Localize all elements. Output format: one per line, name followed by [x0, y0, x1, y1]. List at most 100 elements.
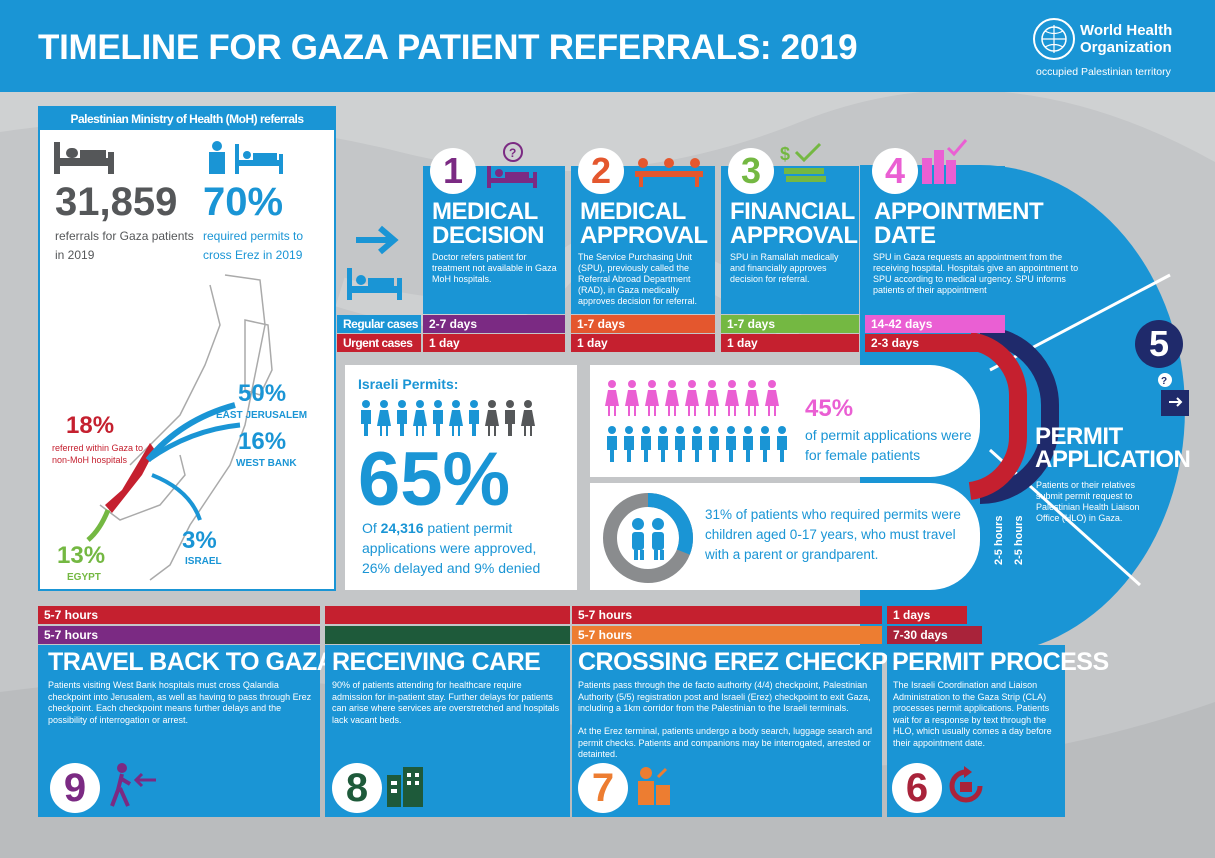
female-person-icon: [765, 380, 779, 416]
step-5-title-line1: PERMIT: [1035, 423, 1123, 450]
female-person-icon: [745, 380, 759, 416]
female-percent: 45%: [805, 395, 854, 422]
step-2-title-line1: MEDICAL: [580, 198, 686, 225]
step-6-title: PERMIT PROCESS: [892, 648, 1109, 676]
referrals-caption: referrals for Gaza patients in 2019: [55, 229, 194, 262]
person-icon: [361, 400, 371, 436]
female-text: of permit applications were for female p…: [805, 427, 972, 463]
person-icon: [485, 400, 499, 436]
step-9-urgent-time: 5-7 hours: [38, 606, 320, 624]
step-4-regular-time: 14-42 days: [865, 315, 1005, 333]
permits-total: 24,316: [380, 520, 424, 536]
step-4-number: 4: [872, 148, 918, 194]
male-person-icon: [675, 426, 685, 462]
male-person-icon: [624, 426, 634, 462]
checkpoint-officer-icon: [638, 767, 670, 805]
regular-cases-label: Regular cases: [337, 315, 421, 333]
west-bank-percent: 16%: [238, 428, 287, 455]
female-person-icon: [645, 380, 659, 416]
step-7-regular-time: 5-7 hours: [572, 626, 882, 644]
step-7-number: 7: [578, 763, 628, 813]
moh-referrals-panel: [38, 106, 336, 591]
referrals-count: 31,859: [55, 180, 178, 224]
money-check-icon: $: [780, 142, 826, 182]
step-7-urgent-time: 5-7 hours: [572, 606, 882, 624]
doctor-patient-icon: [209, 141, 283, 174]
step-7-description-2: At the Erez terminal, patients undergo a…: [578, 726, 873, 759]
step-6-number: 6: [892, 763, 942, 813]
person-icon: [521, 400, 535, 436]
step-3-number: 3: [728, 148, 774, 194]
step-2-description: The Service Purchasing Unit (SPU), previ…: [578, 252, 698, 306]
male-person-icon: [726, 426, 736, 462]
calendar-check-icon: [922, 139, 968, 184]
children-text: 31% of patients who required permits wer…: [705, 507, 961, 562]
permits-people-icon-row: [361, 400, 535, 436]
step-5-title-line2: APPLICATION: [1035, 446, 1191, 473]
urgent-cases-label: Urgent cases: [337, 334, 421, 352]
permits-approved-text: Of 24,316 patient permit applications we…: [362, 518, 567, 578]
male-person-icon: [692, 426, 702, 462]
who-globe-logo-icon: [1033, 18, 1075, 60]
person-icon: [397, 400, 407, 436]
hospital-bed-icon: [54, 142, 114, 174]
male-person-icon: [760, 426, 770, 462]
female-person-icon: [625, 380, 639, 416]
male-person-icon: [658, 426, 668, 462]
step-3-title-line1: FINANCIAL: [730, 198, 855, 225]
step-7-title: CROSSING EREZ CHECKPOINT: [578, 648, 946, 676]
step-8-number: 8: [332, 763, 382, 813]
within-gaza-percent: 18%: [66, 412, 115, 439]
walking-person-arrow-icon: [110, 763, 156, 807]
svg-text:?: ?: [509, 146, 516, 160]
step-3-urgent-time: 1 day: [721, 334, 859, 352]
step-1-title-line1: MEDICAL: [432, 198, 538, 225]
arrow-right-icon: [356, 225, 399, 255]
step-8-regular-bar: [325, 626, 570, 644]
permits-text-pre: Of: [362, 520, 377, 536]
permits-required-caption: required permits to cross Erez in 2019: [203, 229, 304, 262]
step-8-title: RECEIVING CARE: [332, 648, 541, 676]
step-8-urgent-bar: [325, 606, 570, 624]
step-2-regular-time: 1-7 days: [571, 315, 715, 333]
step-6-description: The Israeli Coordination and Liaison Adm…: [893, 680, 1052, 748]
step-1-title-line2: DECISION: [432, 222, 545, 249]
svg-text:?: ?: [1161, 376, 1167, 387]
gaza-westbank-map: [86, 274, 273, 581]
egypt-percent: 13%: [57, 542, 106, 569]
step-2-number: 2: [578, 148, 624, 194]
east-jerusalem-percent: 50%: [238, 380, 287, 407]
step-4-title-line2: DATE: [874, 222, 936, 249]
step-4-title-line1: APPOINTMENT: [874, 198, 1044, 225]
meeting-table-icon: [635, 158, 703, 187]
person-icon: [469, 400, 479, 436]
female-person-icon: [685, 380, 699, 416]
israel-label: ISRAEL: [185, 556, 222, 567]
step-5-urgent-time: 2-5 hours: [993, 515, 1005, 565]
header-bar: [0, 0, 1215, 92]
person-icon: [449, 400, 463, 436]
hospital-building-icon: [387, 767, 423, 807]
step-5-number: 5: [1135, 320, 1183, 368]
west-bank-label: WEST BANK: [236, 458, 297, 469]
person-icon: [377, 400, 391, 436]
moh-panel-title: Palestinian Ministry of Health (MoH) ref…: [40, 108, 334, 130]
step-3-title-line2: APPROVAL: [730, 222, 858, 249]
step-3-description: SPU in Ramallah medically and financiall…: [730, 252, 839, 284]
page-title: TIMELINE FOR GAZA PATIENT REFERRALS: 201…: [38, 28, 858, 67]
person-icon: [505, 400, 515, 436]
org-subtitle: occupied Palestinian territory: [1036, 66, 1171, 78]
permits-approved-percent: 65%: [358, 437, 511, 522]
permits-required-percent: 70%: [203, 180, 284, 224]
question-bed-icon: ?: [487, 142, 537, 188]
male-person-icon: [777, 426, 787, 462]
egypt-label: EGYPT: [67, 572, 101, 583]
patient-bed-icon: [347, 268, 402, 300]
female-person-icon: [725, 380, 739, 416]
male-person-icon: [743, 426, 753, 462]
person-icon: [433, 400, 443, 436]
step-3-regular-time: 1-7 days: [721, 315, 859, 333]
step-9-title: TRAVEL BACK TO GAZA: [48, 648, 335, 676]
step-1-description: Doctor refers patient for treatment not …: [432, 252, 557, 284]
east-jerusalem-label: EAST JERUSALEM: [216, 410, 308, 421]
